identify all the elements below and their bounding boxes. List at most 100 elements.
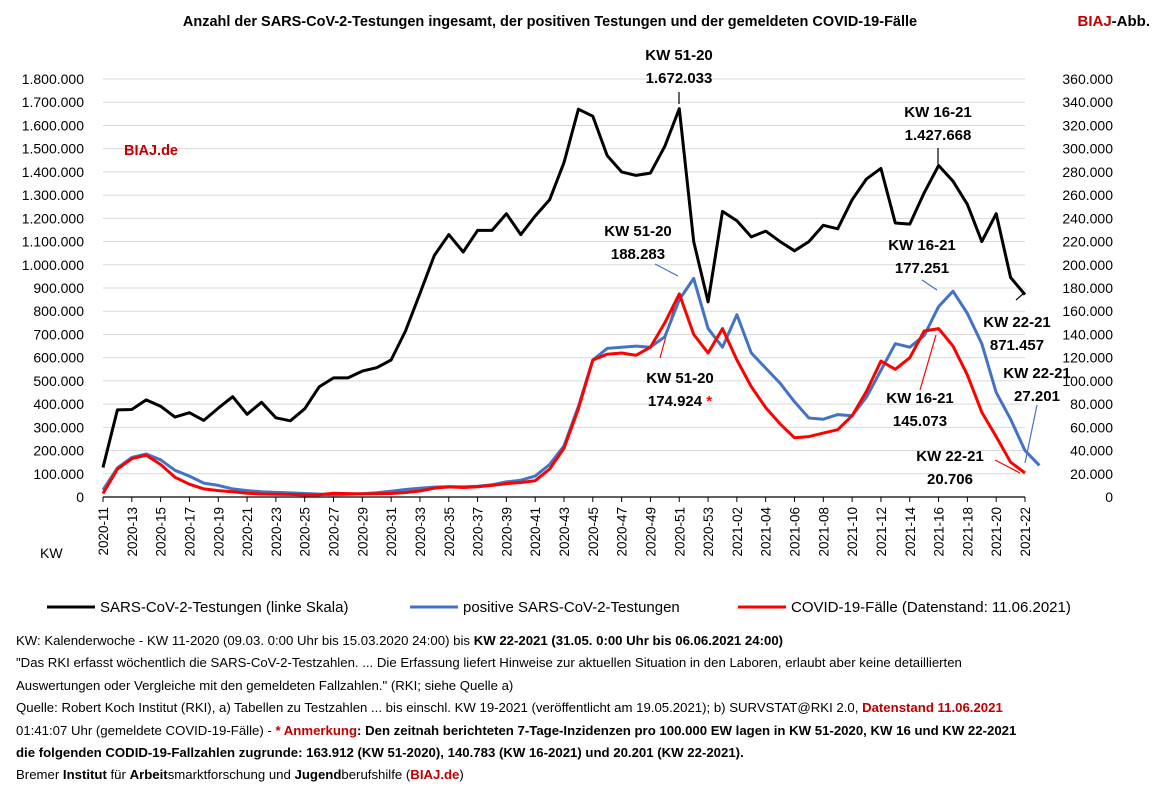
- right-tick-label: 160.000: [1062, 303, 1113, 319]
- left-tick-label: 200.000: [33, 443, 84, 459]
- left-tick-label: 1.100.000: [22, 234, 84, 250]
- legend-label-cases: COVID-19-Fälle (Datenstand: 11.06.2021): [791, 599, 1071, 616]
- left-tick-label: 700.000: [33, 326, 84, 342]
- right-tick-label: 300.000: [1062, 141, 1113, 157]
- legend: SARS-CoV-2-Testungen (linke Skala) posit…: [47, 599, 1071, 616]
- right-tick-label: 260.000: [1062, 187, 1113, 203]
- watermark: BIAJ.de: [124, 143, 178, 159]
- x-tick-label: 2020-39: [499, 507, 514, 557]
- x-tick-label: 2020-49: [643, 507, 658, 557]
- note-line-6: die folgenden CODID-19-Fallzahlen zugrun…: [16, 745, 744, 761]
- annotation-value: 27.201: [1014, 388, 1060, 405]
- x-tick-label: 2021-12: [874, 507, 889, 557]
- note-line-3: Auswertungen oder Vergleiche mit den gem…: [16, 677, 514, 693]
- note-line-1: KW: Kalenderwoche - KW 11-2020 (09.03. 0…: [16, 633, 784, 648]
- x-tick-label: 2021-08: [816, 507, 831, 557]
- annotation-leader: [919, 334, 937, 391]
- right-tick-label: 340.000: [1062, 94, 1113, 110]
- left-tick-label: 600.000: [33, 350, 84, 366]
- note-line-7: Bremer Institut für Arbeitsmarktforschun…: [16, 767, 464, 783]
- series-line: [101, 292, 1026, 497]
- left-tick-label: 500.000: [33, 373, 84, 389]
- x-tick-label: 2021-18: [960, 507, 975, 557]
- annotation-leader: [994, 459, 1021, 474]
- right-axis-ticks: 0 20.000 40.000 60.000 80.000 100.000 120.000 1…: [1062, 71, 1113, 505]
- x-tick-label: 2020-35: [442, 507, 457, 557]
- gridlines: [103, 78, 1025, 498]
- footnotes: KW: Kalenderwoche - KW 11-2020 (09.03. 0…: [16, 630, 1156, 787]
- left-tick-label: 300.000: [33, 419, 84, 435]
- left-tick-label: 1.500.000: [22, 141, 84, 157]
- x-tick-label: 2020-25: [298, 507, 313, 557]
- x-tick-label: 2020-43: [557, 507, 572, 557]
- x-tick-label: 2021-14: [903, 507, 918, 557]
- annotation-value: 1.427.668: [905, 127, 972, 144]
- annotations: KW 51-20 1.672.033 KW 16-21 1.427.668 KW 51-…: [604, 47, 1071, 488]
- right-tick-label: 60.000: [1070, 419, 1113, 435]
- right-tick-label: 220.000: [1062, 234, 1113, 250]
- legend-label-tests: SARS-CoV-2-Testungen (linke Skala): [100, 599, 348, 616]
- right-tick-label: 100.000: [1062, 373, 1113, 389]
- right-tick-label: 40.000: [1070, 443, 1113, 459]
- brand-label: BIAJ-Abb.: [1077, 13, 1150, 30]
- annotation-label: KW 22-21: [1003, 365, 1071, 382]
- annotation-leader: [654, 263, 679, 277]
- x-tick-label: 2020-41: [528, 507, 543, 557]
- x-tick-label: 2020-27: [327, 507, 342, 557]
- left-tick-label: 1.700.000: [22, 94, 84, 110]
- left-tick-label: 1.200.000: [22, 210, 84, 226]
- annotation-value: 177.251: [895, 260, 949, 277]
- x-tick-label: 2020-29: [355, 507, 370, 557]
- left-axis-ticks: 0 100.000 200.000 300.000 400.000 500.000 600.…: [22, 71, 85, 505]
- series-lines: [101, 107, 1041, 497]
- series-line: [101, 107, 1027, 468]
- right-tick-label: 240.000: [1062, 210, 1113, 226]
- annotation-value: 20.706: [927, 471, 973, 488]
- left-tick-label: 900.000: [33, 280, 84, 296]
- right-tick-label: 200.000: [1062, 257, 1113, 273]
- right-tick-label: 140.000: [1062, 326, 1113, 342]
- annotation-label: KW 22-21: [983, 314, 1051, 331]
- x-tick-label: 2020-13: [125, 507, 140, 557]
- note-line-2: "Das RKI erfasst wöchentlich die SARS-Co…: [16, 655, 962, 671]
- annotation-label: KW 22-21: [916, 448, 984, 465]
- left-tick-label: 1.800.000: [22, 71, 84, 87]
- x-axis-label: KW: [40, 545, 63, 561]
- right-tick-label: 280.000: [1062, 164, 1113, 180]
- left-tick-label: 1.300.000: [22, 187, 84, 203]
- left-tick-label: 0: [76, 489, 84, 505]
- right-tick-label: 80.000: [1070, 396, 1113, 412]
- x-tick-label: 2020-11: [96, 507, 111, 556]
- x-tick-label: 2020-45: [586, 507, 601, 557]
- annotation-value: 188.283: [611, 246, 665, 263]
- annotation-leader: [921, 279, 938, 291]
- chart-title: Anzahl der SARS-CoV-2-Testungen ingesamt…: [183, 14, 917, 30]
- right-tick-label: 20.000: [1070, 466, 1113, 482]
- x-tick-label: 2021-02: [730, 507, 745, 557]
- annotation-label: KW 16-21: [888, 237, 956, 254]
- left-tick-label: 1.000.000: [22, 257, 84, 273]
- x-tick-label: 2020-47: [615, 507, 630, 557]
- annotation-label: KW 16-21: [904, 104, 972, 121]
- x-tick-label: 2020-33: [413, 507, 428, 557]
- x-tick-label: 2020-17: [182, 507, 197, 557]
- chart: Anzahl der SARS-CoV-2-Testungen ingesamt…: [22, 13, 1150, 616]
- left-tick-label: 400.000: [33, 396, 84, 412]
- x-tick-label: 2020-19: [211, 507, 226, 557]
- annotation-leader: [1015, 292, 1025, 301]
- x-tick-label: 2020-53: [701, 507, 716, 557]
- annotation-label: KW 51-20: [604, 223, 672, 240]
- left-tick-label: 100.000: [33, 466, 84, 482]
- right-tick-label: 120.000: [1062, 350, 1113, 366]
- x-tick-label: 2021-22: [1018, 507, 1033, 557]
- annotation-value: 1.672.033: [646, 70, 713, 87]
- x-axis-ticks: 2020-11 2020-13 2020-15 2020-17 2020-19 2020-…: [96, 497, 1033, 557]
- x-tick-label: 2021-06: [788, 507, 803, 557]
- x-tick-label: 2021-10: [845, 507, 860, 557]
- x-tick-label: 2021-20: [989, 507, 1004, 557]
- note-line-5: 01:41:07 Uhr (gemeldete COVID-19-Fälle) …: [16, 722, 1017, 738]
- legend-label-positive: positive SARS-CoV-2-Testungen: [463, 599, 680, 616]
- x-tick-label: 2020-23: [269, 507, 284, 557]
- x-tick-label: 2020-21: [240, 507, 255, 557]
- x-tick-label: 2020-31: [384, 507, 399, 557]
